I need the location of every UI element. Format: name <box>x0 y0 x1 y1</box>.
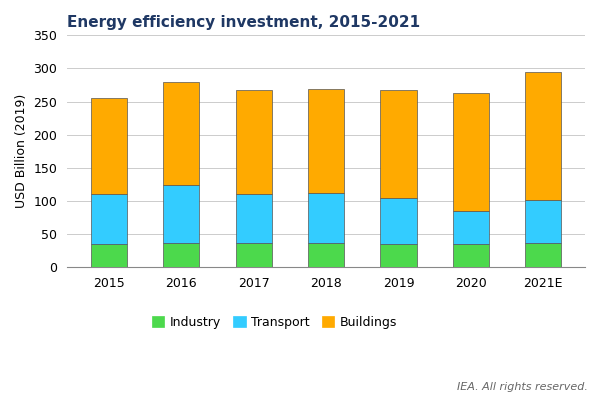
Bar <box>380 90 416 198</box>
Bar <box>308 243 344 267</box>
Bar <box>308 89 344 193</box>
Bar <box>453 93 489 211</box>
Bar <box>453 244 489 267</box>
Bar <box>91 194 127 244</box>
Bar <box>308 193 344 243</box>
Bar <box>163 82 199 185</box>
Bar <box>380 198 416 244</box>
Bar <box>91 244 127 267</box>
Bar <box>525 243 562 267</box>
Y-axis label: USD Billion (2019): USD Billion (2019) <box>15 94 28 208</box>
Text: IEA. All rights reserved.: IEA. All rights reserved. <box>457 382 588 392</box>
Bar <box>163 243 199 267</box>
Bar <box>525 72 562 200</box>
Bar <box>236 243 272 267</box>
Bar <box>236 194 272 243</box>
Legend: Industry, Transport, Buildings: Industry, Transport, Buildings <box>147 311 401 334</box>
Bar <box>380 244 416 267</box>
Bar <box>453 211 489 244</box>
Bar <box>236 90 272 194</box>
Text: Energy efficiency investment, 2015-2021: Energy efficiency investment, 2015-2021 <box>67 15 420 30</box>
Bar <box>91 98 127 194</box>
Bar <box>163 185 199 243</box>
Bar <box>525 200 562 243</box>
